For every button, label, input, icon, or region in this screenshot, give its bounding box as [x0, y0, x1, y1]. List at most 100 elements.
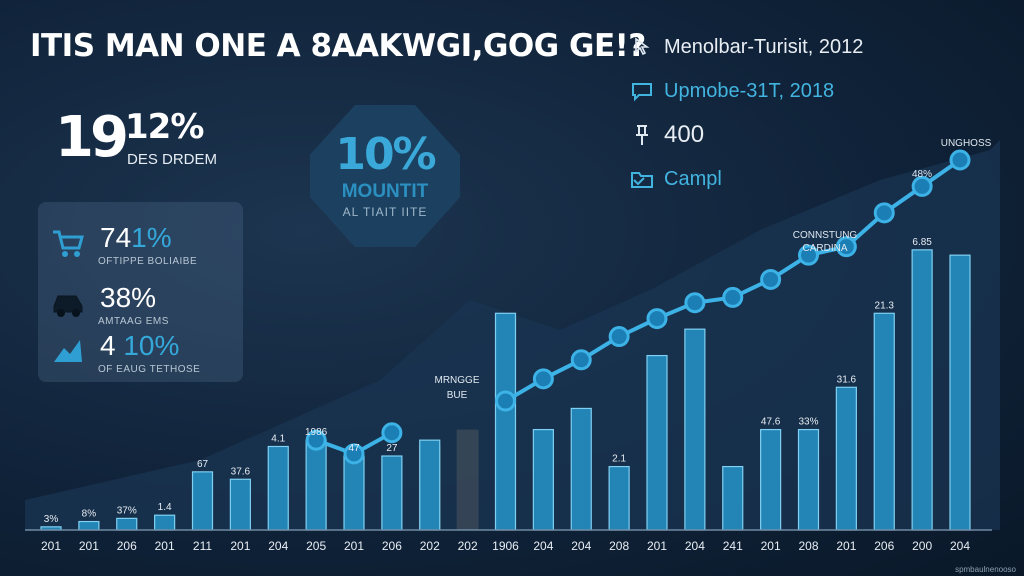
stat-accent: 1% [131, 222, 172, 253]
stat-item: 741% OFTIPPE BOLIAIBE [38, 220, 243, 276]
legend-item: Menolbar-Turisit, 2012 [628, 30, 863, 64]
line-point [798, 244, 819, 266]
bar [608, 465, 630, 531]
stat-label: OFTIPPE BOLIAIBE [98, 256, 198, 267]
line-point [873, 202, 895, 224]
chart-title: ITIS MAN ONE A 8AAKWGI,GOG GE!? [30, 28, 646, 64]
bar-value-label: 47.6 [761, 417, 781, 428]
line-point [760, 268, 782, 290]
x-tick-label: 208 [798, 539, 818, 553]
x-tick-label: 208 [609, 539, 629, 553]
bar [949, 254, 971, 531]
bar-value-label: 1986 [305, 427, 328, 438]
bar [78, 520, 100, 531]
x-tick-label: 204 [533, 539, 553, 553]
x-tick-label: 201 [79, 539, 99, 553]
octagon-label: MOUNTIT [341, 181, 429, 202]
annotation-text: CONNSTUNG [793, 230, 858, 241]
x-tick-label: 1906 [492, 539, 519, 553]
octagon-badge: 10% MOUNTIT AL TIAIT IITE [310, 105, 460, 247]
line-point [949, 149, 971, 171]
line-point [381, 422, 403, 444]
octagon-percent: 10% [335, 129, 436, 180]
stats-panel: 741% OFTIPPE BOLIAIBE 38% AMTAAG EMS 4 1… [38, 202, 243, 382]
bar [116, 517, 138, 531]
stat-number: 38% [100, 282, 157, 313]
x-tick-label: 202 [458, 539, 478, 553]
folder-icon [628, 167, 656, 191]
line-point [911, 175, 933, 197]
line-point [608, 326, 630, 348]
stat-number: 4 [100, 330, 124, 361]
credit-text: spmbaulnenooso [955, 565, 1016, 574]
bar-value-label: 37.6 [231, 466, 251, 477]
chart-annotations: MRNGGE BUE CONNSTUNG CARDINA UNGHOSS 48% [435, 138, 992, 401]
bar-value-label: 3% [44, 514, 59, 525]
stat-value: 38% [100, 282, 156, 314]
bar [191, 471, 214, 531]
x-tick-label: 201 [647, 539, 667, 553]
stat-number: 74 [100, 222, 132, 253]
bar [305, 439, 327, 531]
x-tick-label: 241 [723, 539, 743, 553]
bar [570, 407, 592, 531]
bar [873, 312, 895, 531]
bar-value-label: 1.4 [158, 502, 172, 513]
bar-value-label: 37% [117, 505, 137, 516]
annotation-text: MRNGGE [435, 375, 480, 386]
bar [722, 465, 744, 531]
bar-value-label: 6.85 [912, 237, 932, 248]
chart-icon [50, 334, 86, 368]
x-tick-label: 206 [117, 539, 137, 553]
x-tick-label: 200 [912, 539, 932, 553]
line-point [835, 236, 857, 258]
bar-value-label: 31.6 [837, 374, 857, 385]
stat-accent: 10% [123, 330, 180, 361]
x-tick-label: 211 [193, 539, 212, 553]
hero-caption: DES DRDEM [127, 151, 218, 168]
bar [797, 428, 820, 531]
bar [911, 249, 933, 531]
x-tick-label: 201 [836, 539, 856, 553]
x-tick-label: 206 [874, 539, 894, 553]
stat-label: AMTAAG EMS [98, 316, 169, 327]
annotation-text: BUE [447, 390, 468, 401]
annotation-text: UNGHOSS [941, 138, 992, 149]
x-tick-label: 206 [382, 539, 402, 553]
bar-value-label: 4.1 [271, 433, 285, 444]
x-tick-label: 204 [268, 539, 288, 553]
x-tick-label: 202 [420, 539, 440, 553]
bar [646, 354, 668, 531]
x-tick-label: 205 [306, 539, 326, 553]
stat-value: 741% [100, 222, 172, 254]
line-point [684, 292, 706, 314]
line-point [343, 443, 365, 465]
cursor-icon [628, 35, 656, 59]
bar [684, 328, 706, 531]
chat-icon [628, 79, 656, 103]
line-point [570, 349, 592, 371]
bar [419, 439, 441, 531]
stat-item: 4 10% OF EAUG TETHOSE [38, 328, 243, 384]
octagon-subtitle: AL TIAIT IITE [342, 205, 428, 219]
bar [494, 312, 517, 531]
stat-value: 4 10% [100, 330, 179, 362]
bar [154, 514, 176, 531]
x-tick-label: 204 [685, 539, 705, 553]
cart-icon [50, 226, 86, 260]
annotation-text: 48% [912, 169, 932, 180]
x-tick-label: 201 [41, 539, 61, 553]
legend-item: Campl [628, 162, 863, 196]
legend-label: Menolbar-Turisit, 2012 [664, 35, 864, 58]
x-axis-tick-labels: 201 201 206 201 211 201 204 205 201 206 202 202 1906… [41, 539, 970, 553]
stat-label: OF EAUG TETHOSE [98, 364, 201, 375]
bar [532, 428, 554, 531]
bar-value-label: 33% [798, 417, 818, 428]
bar [229, 478, 251, 531]
legend: Menolbar-Turisit, 2012 Upmobe-31T, 2018 … [628, 30, 863, 206]
bar [760, 428, 782, 531]
pin-icon [628, 123, 656, 147]
line-point [646, 308, 668, 330]
car-icon [50, 286, 86, 320]
